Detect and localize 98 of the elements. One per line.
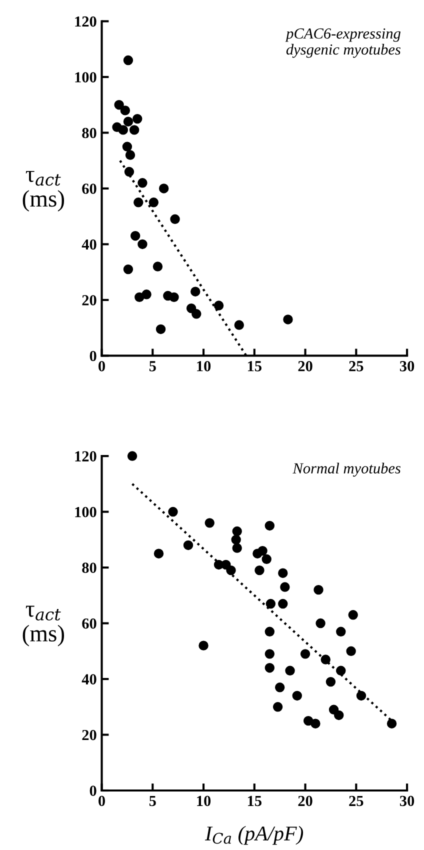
x-tick-label: 30 — [400, 361, 414, 372]
point — [138, 239, 148, 250]
point — [190, 286, 200, 296]
y-tick-label: 100 — [75, 506, 96, 518]
point — [280, 582, 290, 592]
point — [118, 125, 128, 135]
point — [169, 292, 179, 302]
y-tick-label: 0 — [90, 786, 96, 796]
point — [183, 540, 194, 550]
x-tick-label: 20 — [298, 796, 312, 806]
x-tick-label: 15 — [248, 361, 262, 372]
y-tick-label: 120 — [75, 16, 96, 27]
point — [123, 55, 134, 66]
point — [264, 663, 275, 673]
point — [300, 649, 310, 659]
point — [285, 666, 295, 676]
y-axis-title: τ$_{act}$ (ms) — [22, 606, 64, 646]
y-tick-label: 40 — [82, 239, 96, 250]
point — [142, 290, 152, 300]
point — [278, 568, 288, 578]
point — [158, 184, 169, 194]
point — [234, 320, 244, 330]
point — [114, 100, 124, 110]
x-tick-label: 5 — [149, 796, 156, 806]
point — [122, 142, 132, 152]
point — [198, 640, 208, 650]
point — [334, 710, 344, 720]
point — [214, 300, 224, 310]
point — [316, 618, 326, 628]
point — [264, 649, 275, 659]
point — [130, 231, 140, 241]
x-tick-label: 15 — [248, 796, 262, 806]
point — [266, 598, 276, 609]
annotation: pCAC6-expressing dysgenic myotubes — [285, 28, 400, 58]
point — [258, 546, 268, 556]
point — [348, 610, 358, 620]
point — [132, 114, 142, 124]
point — [226, 565, 236, 576]
point — [278, 598, 288, 609]
y-tick-label: 80 — [82, 128, 96, 138]
x-tick-label: 20 — [298, 361, 312, 372]
x-tick-label: 0 — [98, 796, 105, 806]
y-tick-label: 60 — [82, 618, 96, 629]
point — [138, 178, 148, 188]
point — [264, 626, 275, 636]
y-tick-label: 20 — [82, 295, 96, 306]
point — [148, 198, 159, 208]
point — [232, 543, 242, 553]
point — [320, 654, 330, 664]
point — [156, 324, 166, 334]
x-tick-label: 25 — [349, 361, 364, 372]
y-tick-label: 60 — [82, 184, 96, 194]
point — [170, 214, 180, 224]
y-tick-label: 100 — [75, 72, 96, 82]
point — [152, 262, 163, 272]
point — [283, 314, 293, 324]
point — [310, 718, 320, 728]
point — [124, 166, 134, 177]
point — [326, 676, 336, 687]
point — [232, 526, 242, 536]
point — [154, 548, 164, 558]
point — [292, 690, 302, 701]
point — [386, 718, 397, 728]
y-tick-label: 0 — [90, 350, 96, 362]
y-tick-label: 120 — [75, 451, 96, 462]
point — [134, 292, 144, 302]
point — [168, 506, 178, 517]
point — [123, 116, 134, 126]
point — [262, 554, 272, 564]
x-tick-label: 30 — [400, 796, 414, 806]
point — [274, 682, 285, 692]
x-tick-label: 5 — [149, 361, 156, 372]
point — [125, 150, 136, 160]
point — [346, 646, 356, 656]
point — [120, 106, 130, 116]
point — [127, 451, 138, 461]
point — [254, 565, 264, 576]
point — [356, 690, 366, 701]
point — [204, 518, 214, 528]
y-tick-label: 40 — [82, 674, 96, 684]
y-axis-title: τ$_{act}$ (ms) — [22, 170, 64, 212]
x-axis-title: I$_{Ca}$ (pA/pF) — [204, 826, 304, 845]
point — [336, 666, 346, 676]
point — [336, 626, 346, 636]
point — [272, 702, 283, 712]
x-tick-label: 0 — [98, 361, 105, 372]
point — [192, 309, 202, 319]
x-tick-label: 10 — [197, 361, 211, 372]
point — [123, 264, 134, 274]
point — [129, 125, 140, 135]
x-tick-label: 10 — [197, 796, 211, 806]
point — [134, 198, 144, 208]
point — [264, 520, 275, 531]
y-tick-label: 80 — [82, 562, 96, 573]
point — [314, 584, 324, 595]
y-tick-label: 20 — [82, 730, 96, 740]
annotation: Normal myotubes — [292, 462, 400, 477]
x-tick-label: 25 — [349, 796, 364, 806]
